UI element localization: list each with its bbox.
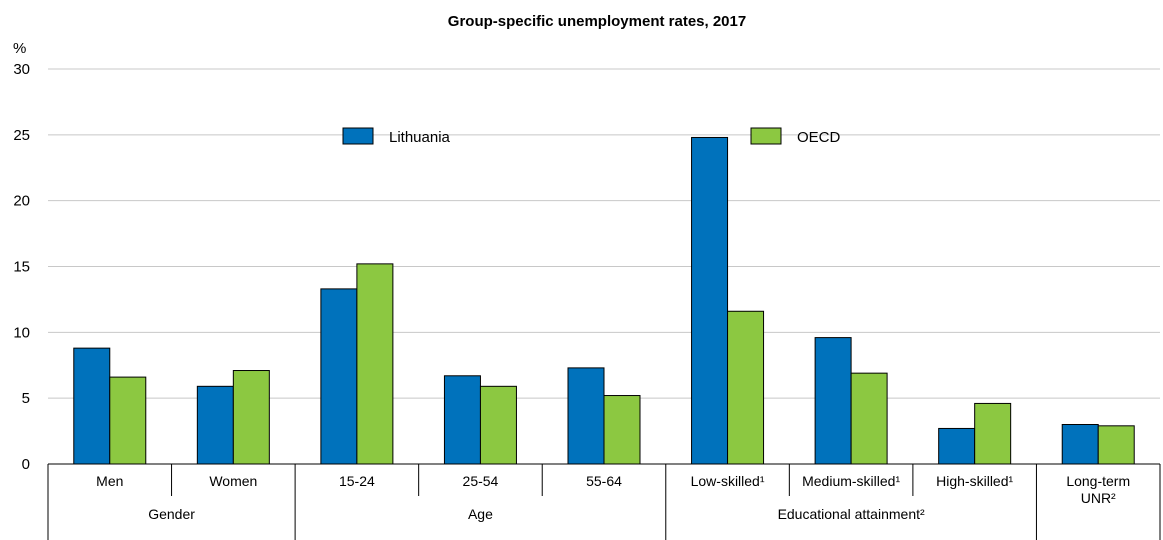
y-axis-unit-label: % — [13, 40, 26, 57]
y-tick-label: 20 — [13, 193, 30, 210]
bar-lithuania-4 — [567, 367, 605, 465]
legend-swatch-lithuania — [342, 127, 374, 145]
bar-lithuania-1 — [196, 385, 234, 465]
bar-lithuania-0 — [73, 347, 111, 465]
bar-lithuania-2 — [320, 288, 358, 465]
x-category-label: Men — [96, 473, 123, 489]
group-label: Educational attainment² — [778, 506, 925, 522]
x-category-label: 25-54 — [463, 473, 499, 489]
y-tick-label: 5 — [22, 390, 30, 407]
bar-lithuania-7 — [938, 427, 976, 465]
x-axis: Men Women 15-24 25-54 55-64 Low-skilled¹ Mediu… — [47, 463, 1161, 540]
bar-oecd-4 — [603, 395, 641, 465]
y-tick-label: 0 — [22, 456, 30, 473]
legend-swatch-oecd — [750, 127, 782, 145]
bar-oecd-1 — [232, 370, 270, 465]
bars — [73, 136, 1135, 465]
x-category-label: Medium-skilled¹ — [802, 473, 900, 489]
chart-title: Group-specific unemployment rates, 2017 — [448, 13, 746, 30]
x-category-label: 55-64 — [586, 473, 622, 489]
bar-oecd-7 — [974, 402, 1012, 465]
bar-lithuania-5 — [691, 136, 729, 465]
legend: Lithuania OECD — [342, 127, 841, 146]
group-label: Long-term — [1066, 473, 1130, 489]
bar-oecd-0 — [109, 376, 147, 465]
y-tick-label: 10 — [13, 324, 30, 341]
group-label: UNR² — [1081, 490, 1116, 506]
bar-oecd-5 — [727, 310, 765, 465]
bar-oecd-8 — [1097, 425, 1135, 465]
legend-label-lithuania: Lithuania — [389, 129, 451, 146]
x-category-label: High-skilled¹ — [936, 473, 1013, 489]
bar-oecd-3 — [479, 385, 517, 465]
bar-lithuania-6 — [814, 337, 852, 465]
bar-lithuania-3 — [443, 375, 481, 465]
group-label: Age — [468, 506, 493, 522]
x-category-label: Women — [209, 473, 257, 489]
bar-lithuania-8 — [1061, 424, 1099, 465]
group-label: Gender — [148, 506, 195, 522]
x-category-label: Low-skilled¹ — [691, 473, 765, 489]
legend-label-oecd: OECD — [797, 129, 841, 146]
y-axis-ticks: 0 5 10 15 20 25 30 — [13, 61, 30, 473]
x-category-label: 15-24 — [339, 473, 375, 489]
y-tick-label: 25 — [13, 127, 30, 144]
y-tick-label: 30 — [13, 61, 30, 78]
bar-oecd-6 — [850, 372, 888, 465]
gridlines — [48, 68, 1160, 399]
y-tick-label: 15 — [13, 259, 30, 276]
bar-oecd-2 — [356, 263, 394, 465]
